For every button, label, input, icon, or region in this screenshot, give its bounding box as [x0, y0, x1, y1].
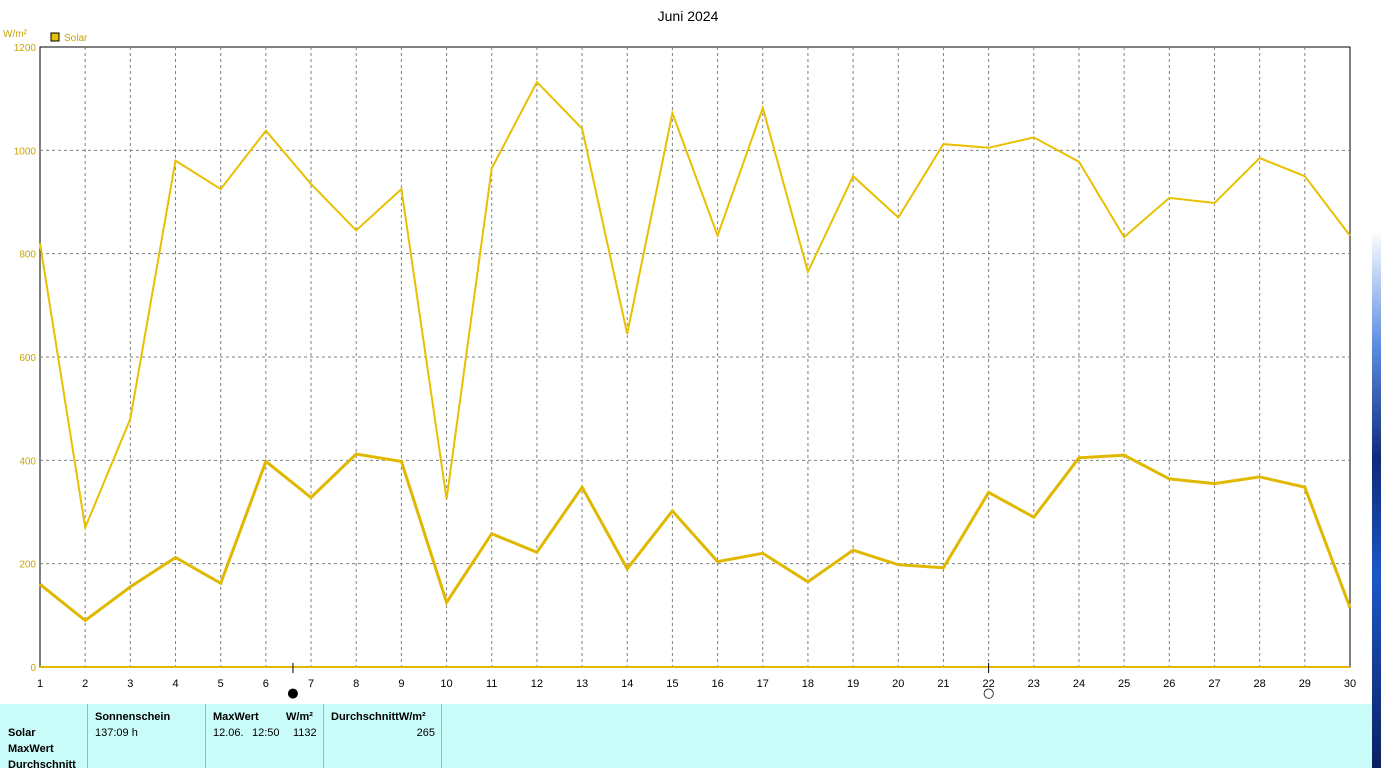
x-tick-label: 19 — [847, 678, 859, 690]
x-tick-label: 28 — [1254, 678, 1266, 690]
window-edge-strip — [1372, 0, 1381, 768]
x-tick-label: 26 — [1163, 678, 1175, 690]
maxwert-date: 12.06. — [213, 727, 244, 739]
y-tick-label: 800 — [19, 250, 36, 261]
x-tick-label: 7 — [308, 678, 314, 690]
sonnenschein-header: Sonnenschein — [95, 711, 171, 723]
maxwert-unit: W/m² — [286, 711, 313, 723]
x-tick-label: 24 — [1073, 678, 1085, 690]
legend-label: Solar — [64, 33, 88, 44]
y-axis-ticks: 0 200 400 600 800 1000 1200 — [14, 43, 37, 674]
x-tick-label: 3 — [127, 678, 133, 690]
durchschnitt-header: DurchschnittW/m² — [331, 711, 426, 723]
chart-title: Juni 2024 — [658, 8, 719, 24]
series-line-durchschnitt — [39, 452, 1352, 623]
stats-panel: Solar MaxWert Durchschnitt Sonnenschein … — [0, 704, 1372, 771]
maxwert-column: MaxWert W/m² 12.06. 12:50 1132 — [205, 704, 324, 768]
x-tick-label: 30 — [1344, 678, 1356, 690]
series-line-maxwert — [39, 80, 1351, 532]
y-tick-label: 0 — [30, 663, 36, 674]
y-tick-label: 1200 — [14, 43, 37, 54]
x-tick-label: 12 — [531, 678, 543, 690]
stats-divider — [441, 704, 442, 768]
x-tick-label: 14 — [621, 678, 633, 690]
durchschnitt-column: DurchschnittW/m² 265 — [323, 704, 442, 768]
legend-swatch — [50, 32, 60, 42]
x-tick-label: 21 — [937, 678, 949, 690]
x-tick-label: 1 — [37, 678, 43, 690]
x-tick-label: 29 — [1299, 678, 1311, 690]
x-tick-label: 22 — [982, 678, 994, 690]
x-tick-label: 17 — [757, 678, 769, 690]
maxwert-value: 1132 — [293, 727, 317, 739]
sonnenschein-column: Sonnenschein 137:09 h — [87, 704, 206, 768]
x-axis-ticks: 1 2 3 4 5 6 7 8 9 10 11 12 13 14 15 16 17 18 19 20 21 22 23 24 2… — [37, 678, 1356, 690]
y-axis-unit-label: W/m² — [3, 29, 28, 40]
row-label-durchschnitt: Durchschnitt — [8, 759, 76, 771]
maxwert-time: 12:50 — [252, 727, 280, 739]
moon-phase-icon: ○ — [983, 686, 994, 701]
x-tick-label: 9 — [398, 678, 404, 690]
x-tick-label: 4 — [172, 678, 178, 690]
x-tick-label: 27 — [1208, 678, 1220, 690]
row-label-solar: Solar — [8, 727, 36, 739]
grid — [40, 47, 1350, 668]
x-tick-label: 13 — [576, 678, 588, 690]
series-lines — [39, 80, 1352, 623]
x-tick-label: 18 — [802, 678, 814, 690]
x-tick-label: 2 — [82, 678, 88, 690]
maxwert-header: MaxWert — [213, 711, 259, 723]
x-tick-label: 16 — [711, 678, 723, 690]
x-tick-label: 15 — [666, 678, 678, 690]
moon-phase-icon: ● — [287, 686, 298, 701]
y-tick-label: 200 — [19, 560, 36, 571]
durchschnitt-value: 265 — [416, 727, 435, 739]
y-tick-label: 1000 — [14, 146, 37, 157]
row-label-maxwert: MaxWert — [8, 743, 54, 755]
x-tick-label: 20 — [892, 678, 904, 690]
x-tick-label: 6 — [263, 678, 269, 690]
x-tick-label: 25 — [1118, 678, 1130, 690]
sonnenschein-value: 137:09 h — [95, 727, 138, 739]
solar-chart: Juni 2024 W/m² Solar 0200400600800100012… — [3, 8, 1356, 701]
legend: Solar — [50, 32, 88, 44]
y-tick-label: 400 — [19, 456, 36, 467]
x-tick-label: 23 — [1028, 678, 1040, 690]
x-tick-label: 8 — [353, 678, 359, 690]
x-tick-label: 11 — [486, 678, 497, 690]
x-tick-label: 10 — [440, 678, 452, 690]
moon-phases: ● ○ — [287, 663, 994, 701]
x-tick-label: 5 — [218, 678, 224, 690]
y-tick-label: 600 — [19, 353, 36, 364]
